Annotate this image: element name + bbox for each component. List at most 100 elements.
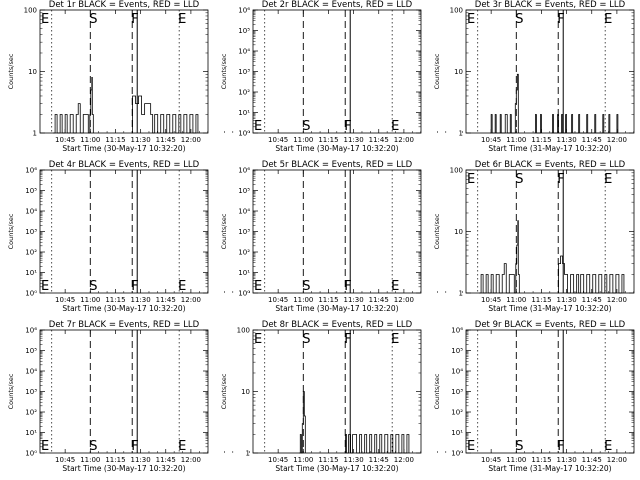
y-axis-label: Counts/sec — [220, 373, 228, 409]
y-tick-label: 10³ — [238, 68, 250, 76]
y-tick-label: 10 — [454, 68, 463, 76]
panel-det-4: Det 4r BLACK = Events, RED = LLD 10:45 11:… — [7, 160, 250, 313]
y-axis-label: Counts/sec — [433, 213, 441, 249]
x-tick-label: 11:45 — [582, 296, 602, 304]
y-tick-label: 100 — [450, 167, 463, 175]
x-axis-label: Start Time (30-May-17 10:32:20) — [62, 144, 185, 153]
y-tick-label: 10⁶ — [238, 7, 250, 15]
y-tick-label: 10³ — [238, 228, 250, 236]
marker-label-s: S — [302, 119, 310, 134]
x-tick-label: 11:30 — [557, 136, 577, 144]
x-tick-label: 12:00 — [394, 296, 414, 304]
x-tick-label: 10:45 — [55, 456, 75, 464]
y-tick-label: 10⁴ — [451, 368, 463, 376]
x-tick-label: 12:00 — [394, 456, 414, 464]
x-tick-label: 11:15 — [318, 296, 338, 304]
y-tick-label: 10⁰ — [25, 450, 37, 458]
x-axis-label: Start Time (31-May-17 10:32:20) — [488, 304, 611, 313]
x-tick-label: 11:45 — [156, 136, 176, 144]
panel-det-9: Det 9r BLACK = Events, RED = LLD 10:45 11:… — [433, 320, 635, 473]
events-series-line — [53, 77, 199, 134]
x-tick-label: 11:45 — [582, 136, 602, 144]
marker-label-e: E — [178, 12, 186, 27]
marker-label-s: S — [302, 332, 310, 347]
panel-title: Det 1r BLACK = Events, RED = LLD — [49, 0, 200, 10]
marker-label-s: S — [89, 439, 97, 454]
panel-title: Det 8r BLACK = Events, RED = LLD — [262, 320, 413, 330]
plot-frame — [252, 9, 422, 134]
x-tick-label: 10:45 — [268, 296, 288, 304]
y-tick-label: 10⁶ — [238, 167, 250, 175]
x-tick-label: 11:45 — [369, 296, 389, 304]
x-tick-label: 11:45 — [156, 456, 176, 464]
x-tick-label: 11:15 — [531, 136, 551, 144]
x-tick-label: 10:45 — [55, 296, 75, 304]
y-tick-label: 1 — [459, 290, 463, 298]
x-tick-label: 10:45 — [481, 296, 501, 304]
marker-label-e: E — [604, 12, 612, 27]
x-tick-label: 10:45 — [481, 136, 501, 144]
x-tick-label: 12:00 — [181, 136, 201, 144]
x-tick-label: 12:00 — [394, 136, 414, 144]
panel-det-8: Det 8r BLACK = Events, RED = LLD 10:45 11:… — [220, 320, 463, 473]
y-axis-label: Counts/sec — [220, 213, 228, 249]
panel-det-7: Det 7r BLACK = Events, RED = LLD 10:45 11:… — [7, 320, 250, 473]
y-axis-label: Counts/sec — [7, 373, 15, 409]
marker-label-f: F — [131, 439, 138, 454]
y-tick-label: 1 — [459, 130, 463, 138]
x-axis-label: Start Time (30-May-17 10:32:20) — [275, 464, 398, 473]
x-tick-label: 11:30 — [344, 136, 364, 144]
y-tick-label: 10² — [25, 409, 37, 417]
y-tick-label: 10¹ — [451, 429, 463, 437]
y-axis-label: Counts/sec — [7, 53, 15, 89]
x-tick-label: 11:15 — [105, 296, 125, 304]
plot-frame — [252, 169, 422, 294]
x-tick-label: 11:15 — [531, 456, 551, 464]
panel-title: Det 9r BLACK = Events, RED = LLD — [475, 320, 626, 330]
x-tick-label: 11:30 — [131, 296, 151, 304]
y-tick-label: 10² — [238, 249, 250, 257]
x-tick-label: 10:45 — [268, 456, 288, 464]
plot-frame — [39, 329, 209, 454]
y-tick-label: 10⁶ — [451, 327, 463, 335]
marker-label-e: E — [254, 279, 262, 294]
y-tick-label: 10² — [25, 249, 37, 257]
x-tick-label: 11:30 — [557, 456, 577, 464]
y-tick-label: 1 — [33, 130, 37, 138]
marker-label-e: E — [391, 119, 399, 134]
marker-label-e: E — [604, 172, 612, 187]
x-tick-label: 12:00 — [181, 456, 201, 464]
y-tick-label: 10⁰ — [25, 290, 37, 298]
x-tick-label: 11:45 — [156, 296, 176, 304]
panel-det-5: Det 5r BLACK = Events, RED = LLD 10:45 11:… — [220, 160, 463, 313]
marker-label-f: F — [344, 119, 351, 134]
y-tick-label: 10⁰ — [238, 290, 250, 298]
x-axis-label: Start Time (31-May-17 10:32:20) — [488, 144, 611, 153]
marker-label-e: E — [254, 332, 262, 347]
y-tick-label: 10³ — [25, 388, 37, 396]
y-tick-label: 10⁵ — [451, 347, 463, 355]
y-tick-label: 10 — [241, 388, 250, 396]
y-tick-label: 10⁵ — [25, 347, 37, 355]
y-tick-label: 10 — [28, 68, 37, 76]
panel-title: Det 4r BLACK = Events, RED = LLD — [49, 160, 200, 170]
panel-title: Det 6r BLACK = Events, RED = LLD — [475, 160, 626, 170]
y-tick-label: 10⁴ — [238, 208, 250, 216]
y-tick-label: 10⁵ — [238, 187, 250, 195]
marker-label-e: E — [467, 172, 475, 187]
x-tick-label: 11:00 — [506, 296, 526, 304]
x-tick-label: 11:30 — [557, 296, 577, 304]
y-tick-label: 10⁶ — [25, 327, 37, 335]
panel-title: Det 7r BLACK = Events, RED = LLD — [49, 320, 200, 330]
marker-label-s: S — [302, 279, 310, 294]
events-series-line — [490, 73, 619, 134]
marker-label-f: F — [344, 279, 351, 294]
y-tick-label: 10⁴ — [25, 368, 37, 376]
y-tick-label: 100 — [237, 327, 250, 335]
events-series-line — [299, 391, 410, 454]
x-tick-label: 11:00 — [293, 456, 313, 464]
marker-label-e: E — [467, 439, 475, 454]
plot-frame — [465, 329, 635, 454]
x-tick-label: 11:00 — [506, 456, 526, 464]
